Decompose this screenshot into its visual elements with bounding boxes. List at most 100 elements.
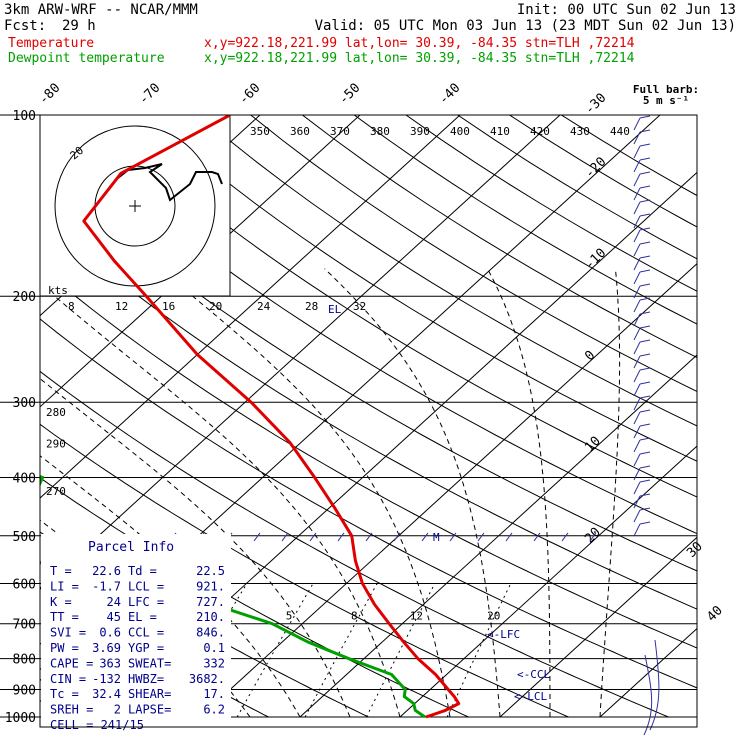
parcel-value: SHEAR= xyxy=(128,687,171,701)
wind-barb-flag xyxy=(639,129,651,133)
sounding-traces xyxy=(40,115,461,719)
dry-adiabat xyxy=(40,162,697,572)
parcel-info-box: Parcel Info T = 22.6 Td = 22.5 LI = -1.7 LCL =… xyxy=(41,534,231,732)
parcel-value: 32.4 xyxy=(92,687,121,701)
wind-barb-tick xyxy=(421,532,429,542)
wind-barb-staff xyxy=(633,355,641,369)
thetae-label: 390 xyxy=(410,125,430,138)
hodograph-trace xyxy=(117,163,223,202)
dry-adiabat xyxy=(40,318,697,689)
pressure-label: 600 xyxy=(13,577,36,592)
lfc-marker: <-LFC xyxy=(487,628,520,641)
moist-adiabat xyxy=(599,268,621,718)
isotherm-line xyxy=(40,115,561,590)
isotherm-label-right: -10 xyxy=(582,246,609,273)
wind-barb-flag xyxy=(639,493,651,497)
parcel-value: HWBZ= xyxy=(128,672,164,686)
wind-legend-line2: 5 m s⁻¹ xyxy=(643,94,689,107)
wind-barb-flag xyxy=(639,395,651,399)
wind-barb-staff xyxy=(633,285,641,299)
wind-barb-staff xyxy=(633,509,641,523)
wind-barb-staff xyxy=(633,523,641,537)
wind-barb xyxy=(633,423,651,439)
pressure-label: 900 xyxy=(13,683,36,698)
wind-barb-flag xyxy=(639,353,651,357)
wind-barb-tick xyxy=(309,532,317,542)
dry-adiabat xyxy=(198,115,697,427)
wind-barb xyxy=(633,143,651,159)
dry-adiabat xyxy=(302,115,697,359)
wind-barb xyxy=(633,115,651,131)
parcel-value: 17. xyxy=(203,687,225,701)
mixing-ratio-label: 20 xyxy=(487,610,500,623)
wind-barb-flag xyxy=(639,255,651,259)
isotherm-label-top: -60 xyxy=(236,81,263,108)
moist-adiabat xyxy=(40,455,301,718)
wind-barb xyxy=(633,339,651,355)
parcel-value: 22.6 xyxy=(92,564,121,578)
parcel-value: 6.2 xyxy=(203,703,225,717)
parcel-value: EL = xyxy=(128,610,157,624)
wind-barb xyxy=(633,129,651,145)
plot-frame xyxy=(39,114,698,728)
valid-time: Valid: 05 UTC Mon 03 Jun 13 (23 MDT Sun … xyxy=(315,18,736,34)
hodo-speed-label: 8 xyxy=(68,300,75,313)
m-marker: M xyxy=(433,531,440,544)
parcel-value: LCL = xyxy=(128,579,164,593)
wind-barb-flag xyxy=(639,451,651,455)
wind-barb-flag xyxy=(639,479,651,483)
wind-barb-staff xyxy=(633,159,641,173)
hodo-speed-label: 32 xyxy=(353,300,366,313)
lcl-marker: <-LCL xyxy=(514,690,547,703)
isotherm-label-right: -20 xyxy=(582,154,609,181)
theta-label: 270 xyxy=(46,485,66,498)
mixing-ratio-line xyxy=(236,583,314,718)
dry-adiabat xyxy=(353,115,697,325)
wind-barb xyxy=(633,157,651,173)
parcel-value: LFC = xyxy=(128,595,164,609)
wind-barb xyxy=(633,353,651,369)
parcel-value: CAPE = xyxy=(50,656,93,670)
wind-barb-staff xyxy=(633,439,641,453)
wind-barb-staff xyxy=(633,257,641,271)
wind-barb-staff xyxy=(633,411,641,425)
isotherm-line xyxy=(299,354,697,718)
wind-barb-flag xyxy=(639,521,651,525)
wind-barb xyxy=(633,507,651,523)
wind-barb-staff xyxy=(633,243,641,257)
dry-adiabat xyxy=(40,370,669,718)
wind-barb-staff xyxy=(633,229,641,243)
thetae-labels: 350 360 370 380 390 400 410 420 430 440 xyxy=(250,125,630,138)
wind-barb-flag xyxy=(639,241,651,245)
legend-dewpoint-info: x,y=922.18,221.99 lat,lon= 30.39, -84.35… xyxy=(204,51,635,66)
wind-barb-staff xyxy=(633,383,641,397)
isotherm-label-top: -80 xyxy=(36,81,63,108)
wind-barb xyxy=(633,283,651,299)
forecast-hour: 29 h xyxy=(62,18,96,34)
parcel-value: Td = xyxy=(128,564,157,578)
wind-barb-flag xyxy=(639,115,651,119)
forecast-label: Fcst: xyxy=(4,18,46,34)
wind-barb-tick xyxy=(561,532,569,542)
wind-barb-flag xyxy=(639,409,651,413)
wind-barb xyxy=(633,451,651,467)
parcel-value: 0.6 xyxy=(99,626,121,640)
parcel-value: 921. xyxy=(196,579,225,593)
wind-barb-tick xyxy=(533,532,541,542)
parcel-value: LI = xyxy=(50,579,79,593)
ccl-marker: <-CCL xyxy=(517,668,550,681)
wind-barb-flag xyxy=(639,339,651,343)
wind-barb xyxy=(633,297,651,313)
isotherm-label-top: -40 xyxy=(436,81,463,108)
wind-barb-staff xyxy=(633,117,641,131)
wind-barb-flag xyxy=(639,157,651,161)
pressure-label: 400 xyxy=(13,471,36,486)
mixing-ratio-label: 5 xyxy=(286,610,293,623)
parcel-value: 22.5 xyxy=(196,564,225,578)
wind-barb xyxy=(633,437,651,453)
hodo-speed-label: 12 xyxy=(115,300,128,313)
wind-barb-staff xyxy=(633,481,641,495)
hodograph-kts-label: kts xyxy=(48,284,68,297)
dry-adiabat xyxy=(250,115,697,393)
parcel-value: Tc = xyxy=(50,687,79,701)
